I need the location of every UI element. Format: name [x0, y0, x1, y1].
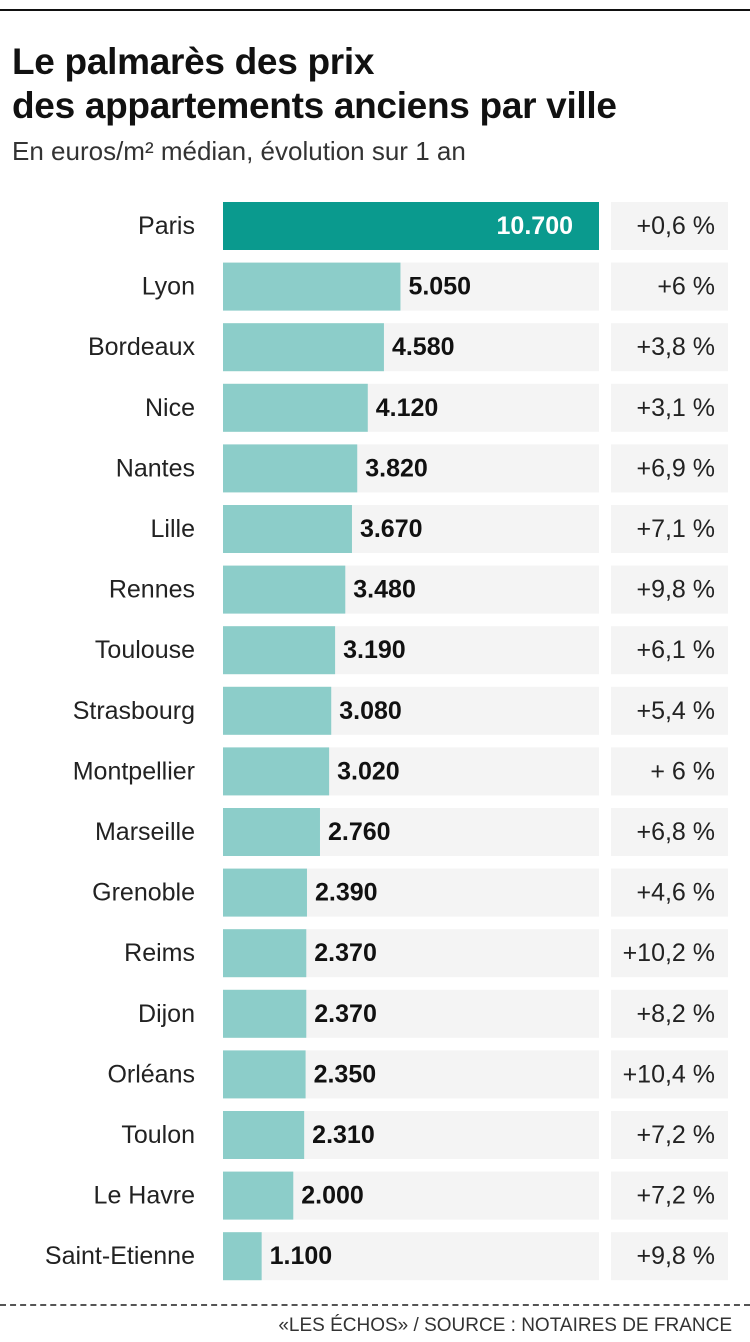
value-label-grenoble: 2.390 — [315, 879, 378, 907]
evolution-box-orleans — [611, 1050, 728, 1099]
value-label-rennes: 3.480 — [353, 576, 416, 604]
category-label-reims: Reims — [124, 939, 195, 967]
category-label-bordeaux: Bordeaux — [88, 333, 196, 361]
value-label-toulouse: 3.190 — [343, 636, 406, 664]
category-label-lille: Lille — [151, 515, 195, 543]
evolution-label-montpellier: + 6 % — [650, 757, 715, 785]
category-label-marseille: Marseille — [95, 818, 195, 846]
category-label-nantes: Nantes — [116, 454, 195, 482]
bar-chart: Paris 10.700 +0,6 % Lyon 5.050 +6 % Bordeaux 4.… — [45, 202, 728, 1281]
evolution-label-le-havre: +7,2 % — [636, 1182, 715, 1210]
value-label-le-havre: 2.000 — [301, 1182, 364, 1210]
bar-lille — [223, 505, 352, 553]
evolution-label-nantes: +6,9 % — [636, 454, 715, 482]
chart-title-line-2: des appartements anciens par ville — [12, 85, 617, 126]
bar-marseille — [223, 808, 320, 856]
category-label-toulouse: Toulouse — [95, 636, 195, 664]
bar-reims — [223, 929, 307, 978]
evolution-label-nice: +3,1 % — [636, 394, 715, 422]
category-label-montpellier: Montpellier — [73, 757, 195, 785]
bar-strasbourg — [223, 686, 332, 735]
evolution-box-reims — [611, 929, 728, 978]
value-label-dijon: 2.370 — [314, 1000, 377, 1028]
chart-title-line-1: Le palmarès des prix — [12, 41, 375, 82]
category-label-saint-etienne: Saint-Etienne — [45, 1242, 195, 1270]
evolution-label-lille: +7,1 % — [636, 515, 715, 543]
value-label-nice: 4.120 — [376, 394, 439, 422]
evolution-label-reims: +10,2 % — [623, 939, 715, 967]
evolution-label-lyon: +6 % — [657, 273, 715, 301]
evolution-label-toulon: +7,2 % — [636, 1121, 715, 1149]
bar-paris — [223, 202, 599, 250]
category-label-paris: Paris — [138, 212, 195, 240]
evolution-label-bordeaux: +3,8 % — [636, 333, 715, 361]
evolution-box-lille — [611, 505, 728, 553]
value-label-paris: 10.700 — [497, 212, 573, 240]
category-label-le-havre: Le Havre — [94, 1182, 195, 1210]
bar-le-havre — [223, 1171, 294, 1220]
category-label-strasbourg: Strasbourg — [73, 697, 195, 725]
evolution-label-dijon: +8,2 % — [636, 1000, 715, 1028]
category-label-rennes: Rennes — [109, 576, 195, 604]
evolution-box-le-havre — [611, 1171, 728, 1220]
evolution-label-rennes: +9,8 % — [636, 576, 715, 604]
value-label-lille: 3.670 — [360, 515, 423, 543]
category-label-orleans: Orléans — [107, 1060, 195, 1088]
value-label-marseille: 2.760 — [328, 818, 391, 846]
evolution-box-dijon — [611, 989, 728, 1038]
value-label-lyon: 5.050 — [408, 273, 471, 301]
evolution-box-toulouse — [611, 626, 728, 675]
evolution-label-saint-etienne: +9,8 % — [636, 1242, 715, 1270]
bar-montpellier — [223, 747, 330, 796]
category-label-grenoble: Grenoble — [92, 879, 195, 907]
category-label-nice: Nice — [145, 394, 195, 422]
bar-dijon — [223, 989, 307, 1038]
evolution-box-paris — [611, 202, 728, 250]
value-label-reims: 2.370 — [314, 939, 377, 967]
value-label-strasbourg: 3.080 — [339, 697, 402, 725]
value-label-nantes: 3.820 — [365, 454, 428, 482]
top-rule — [0, 9, 750, 11]
category-label-toulon: Toulon — [121, 1121, 195, 1149]
evolution-box-bordeaux — [611, 323, 728, 372]
bar-bordeaux — [223, 323, 384, 372]
category-label-dijon: Dijon — [138, 1000, 195, 1028]
evolution-box-lyon — [611, 262, 728, 311]
chart-subtitle: En euros/m² médian, évolution sur 1 an — [12, 136, 466, 166]
bar-track-saint-etienne — [223, 1232, 599, 1281]
value-label-bordeaux: 4.580 — [392, 333, 455, 361]
bar-saint-etienne — [223, 1232, 262, 1281]
evolution-box-rennes — [611, 565, 728, 614]
evolution-box-marseille — [611, 808, 728, 856]
evolution-box-strasbourg — [611, 686, 728, 735]
chart-title: Le palmarès des prix des appartements an… — [12, 40, 617, 128]
value-label-montpellier: 3.020 — [337, 757, 400, 785]
bar-toulon — [223, 1111, 305, 1159]
bar-nice — [223, 383, 368, 432]
category-label-lyon: Lyon — [142, 273, 195, 301]
evolution-box-nantes — [611, 444, 728, 493]
bar-lyon — [223, 262, 401, 311]
bar-grenoble — [223, 868, 307, 917]
evolution-label-paris: +0,6 % — [636, 212, 715, 240]
evolution-box-toulon — [611, 1111, 728, 1159]
evolution-label-grenoble: +4,6 % — [636, 879, 715, 907]
evolution-box-montpellier — [611, 747, 728, 796]
value-label-orleans: 2.350 — [314, 1060, 377, 1088]
source-note: «LES ÉCHOS» / SOURCE : NOTAIRES DE FRANC… — [278, 1315, 732, 1336]
evolution-label-strasbourg: +5,4 % — [636, 697, 715, 725]
evolution-box-saint-etienne — [611, 1232, 728, 1281]
bar-rennes — [223, 565, 346, 614]
evolution-label-toulouse: +6,1 % — [636, 636, 715, 664]
bar-orleans — [223, 1050, 306, 1099]
evolution-label-marseille: +6,8 % — [636, 818, 715, 846]
bar-toulouse — [223, 626, 336, 675]
value-label-saint-etienne: 1.100 — [270, 1242, 333, 1270]
bottom-dashed-rule — [0, 1304, 750, 1306]
evolution-box-nice — [611, 383, 728, 432]
value-label-toulon: 2.310 — [312, 1121, 375, 1149]
bar-nantes — [223, 444, 358, 493]
evolution-label-orleans: +10,4 % — [623, 1060, 715, 1088]
evolution-box-grenoble — [611, 868, 728, 917]
